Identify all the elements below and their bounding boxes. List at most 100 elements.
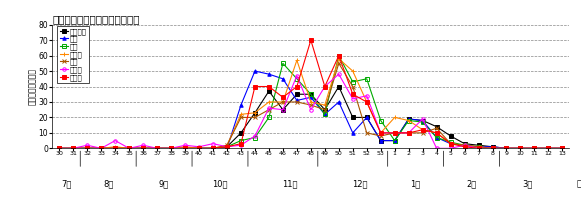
松山: [377, 135, 384, 137]
西条: [252, 70, 259, 72]
Line: 四国中央: 四国中央: [58, 85, 564, 150]
今治: [98, 147, 105, 150]
松山市: [125, 147, 132, 150]
八幡浜: [545, 147, 552, 150]
宇和島: [531, 147, 538, 150]
宇和島: [112, 147, 119, 150]
松山市: [112, 145, 119, 148]
西条: [517, 147, 524, 150]
松山市: [545, 147, 552, 150]
松山市: [84, 147, 91, 150]
松山: [405, 132, 412, 134]
Text: 週: 週: [576, 179, 581, 188]
松山: [349, 85, 356, 88]
松山市: [363, 101, 370, 103]
宇和島: [266, 85, 272, 88]
松山市: [405, 119, 412, 122]
Text: 8月: 8月: [103, 179, 113, 188]
八幡浜: [405, 132, 412, 134]
松山: [391, 132, 398, 134]
八幡浜: [363, 95, 370, 97]
松山: [182, 147, 189, 150]
松山: [307, 104, 314, 106]
今治: [503, 147, 510, 150]
四国中央: [182, 147, 189, 150]
松山: [125, 147, 132, 150]
西条: [279, 78, 286, 80]
八幡浜: [252, 135, 259, 137]
今治: [279, 62, 286, 65]
西条: [391, 139, 398, 142]
四国中央: [377, 139, 384, 142]
四国中央: [531, 147, 538, 150]
松山: [475, 145, 482, 148]
今治: [252, 136, 259, 139]
四国中央: [559, 147, 566, 150]
松山市: [266, 101, 272, 103]
四国中央: [335, 85, 342, 88]
今治: [447, 141, 454, 143]
八幡浜: [266, 107, 272, 109]
松山: [489, 147, 496, 150]
今治: [377, 119, 384, 122]
今治: [224, 145, 231, 148]
宇和島: [321, 85, 328, 88]
今治: [84, 147, 91, 150]
四国中央: [391, 139, 398, 142]
今治: [461, 144, 468, 146]
宇和島: [125, 147, 132, 150]
四国中央: [349, 116, 356, 119]
松山: [461, 144, 468, 146]
八幡浜: [167, 147, 174, 150]
宇和島: [433, 132, 440, 134]
四国中央: [461, 143, 468, 145]
西条: [475, 145, 482, 148]
松山市: [447, 143, 454, 145]
宇和島: [559, 147, 566, 150]
西条: [139, 147, 146, 150]
西条: [167, 147, 174, 150]
西条: [461, 144, 468, 146]
松山市: [419, 129, 426, 131]
西条: [545, 147, 552, 150]
西条: [307, 96, 314, 99]
今治: [545, 147, 552, 150]
今治: [559, 147, 566, 150]
八幡浜: [56, 147, 63, 150]
宇和島: [377, 132, 384, 134]
四国中央: [433, 125, 440, 128]
松山: [153, 147, 160, 150]
八幡浜: [377, 132, 384, 134]
八幡浜: [349, 98, 356, 100]
今治: [139, 147, 146, 150]
宇和島: [293, 85, 300, 88]
宇和島: [167, 147, 174, 150]
西条: [293, 99, 300, 102]
八幡浜: [419, 118, 426, 120]
西条: [84, 147, 91, 150]
四国中央: [238, 132, 245, 134]
宇和島: [363, 101, 370, 103]
八幡浜: [70, 147, 77, 150]
八幡浜: [196, 145, 203, 148]
八幡浜: [489, 147, 496, 150]
今治: [238, 139, 245, 142]
松山市: [377, 132, 384, 134]
松山市: [70, 147, 77, 150]
西条: [182, 147, 189, 150]
西条: [238, 104, 245, 106]
松山: [70, 147, 77, 150]
八幡浜: [321, 85, 328, 88]
今治: [335, 54, 342, 57]
Text: 2月: 2月: [467, 179, 476, 188]
松山: [56, 147, 63, 150]
今治: [125, 147, 132, 150]
今治: [307, 93, 314, 96]
松山市: [196, 147, 203, 150]
宇和島: [489, 147, 496, 150]
今治: [153, 147, 160, 150]
四国中央: [447, 135, 454, 137]
松山: [531, 147, 538, 150]
西条: [210, 147, 217, 150]
四国中央: [419, 119, 426, 122]
